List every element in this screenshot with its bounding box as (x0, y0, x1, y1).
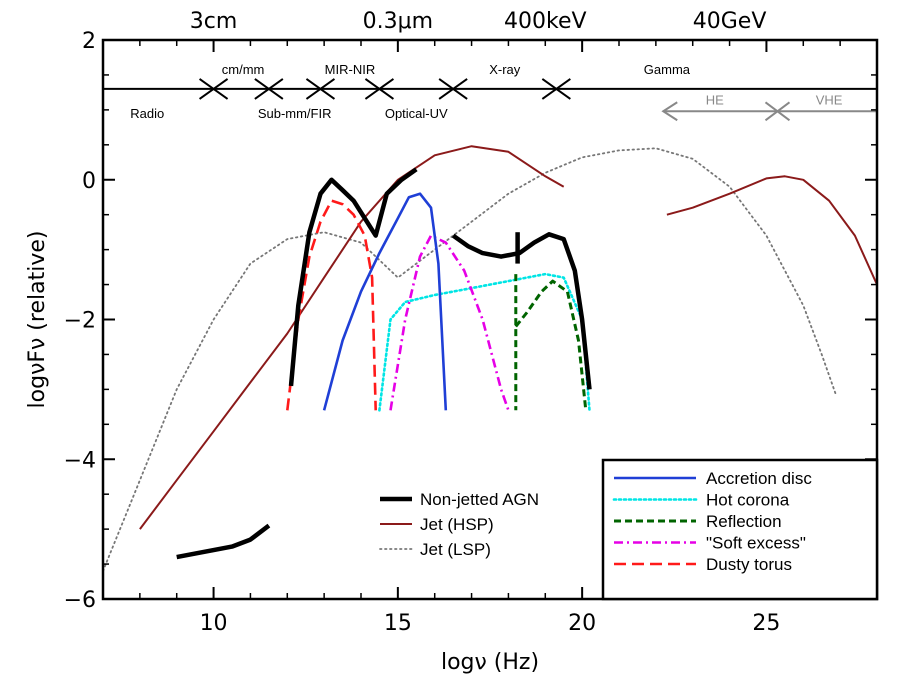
y-tick-label: −6 (64, 588, 96, 613)
gamma-sub-label-he: HE (706, 92, 724, 107)
y-tick-label: 2 (82, 29, 96, 54)
band-label-sub-mm-fir: Sub-mm/FIR (258, 106, 332, 121)
band-separator-mark (198, 78, 229, 100)
series-line-non-jetted-agn-2 (451, 232, 592, 390)
series-line-jet-hsp-0 (139, 145, 565, 530)
top-tick-label: 400keV (504, 9, 587, 34)
series-line-accretion-disc-0 (322, 192, 448, 411)
band-label-cm-mm: cm/mm (222, 62, 265, 77)
band-separator-mark (364, 78, 395, 100)
y-tick-label: −4 (64, 448, 96, 473)
top-tick-label: 0.3μm (363, 9, 433, 34)
band-label-optical-uv: Optical-UV (385, 106, 448, 121)
band-label-radio: Radio (130, 106, 164, 121)
band-separator-mark (305, 78, 336, 100)
x-tick-label: 15 (384, 611, 412, 636)
y-tick-label: 0 (82, 169, 96, 194)
band-labels: Radio cm/mm Sub-mm/FIR MIR-NIR Optical-UV X-r… (103, 62, 877, 122)
gamma-sub-arrowhead (661, 101, 678, 122)
series-line-non-jetted-agn-1 (288, 167, 418, 387)
series-lines (102, 145, 878, 572)
legend-label-hot-corona: Hot corona (706, 491, 790, 510)
axis-titles: logν (Hz) logνFν (relative) (25, 231, 539, 675)
legends: Non-jetted AGN Jet (HSP) Jet (LSP) Accretio… (379, 458, 879, 601)
series-line-reflection-1 (514, 279, 588, 411)
series-line-dusty-torus-0 (286, 199, 377, 411)
band-separator-mark (438, 78, 468, 100)
y-axis-title: logνFν (relative) (25, 231, 50, 409)
x-tick-label: 20 (568, 611, 596, 636)
x-axis-title: logν (Hz) (441, 650, 539, 675)
series-line-soft-excess-0 (389, 234, 510, 411)
top-tick-label: 40GeV (693, 9, 767, 34)
y-tick-label: −2 (64, 309, 96, 334)
series-line-non-jetted-agn-0 (176, 523, 271, 560)
legend-label-accretion-disc: Accretion disc (706, 469, 812, 488)
x-tick-label: 10 (200, 611, 228, 636)
top-tick-label: 3cm (190, 9, 238, 34)
band-separator-mark (541, 78, 571, 100)
legend-label-dusty-torus: Dusty torus (706, 555, 792, 574)
legend-box-right (601, 458, 879, 601)
top-axis: 3cm 0.3μm 400keV 40GeV (190, 9, 767, 34)
band-label-gamma: Gamma (644, 62, 691, 77)
series-line-hot-corona-0 (378, 272, 591, 412)
legend-label-non-jetted-agn: Non-jetted AGN (420, 490, 539, 509)
legend-label-jet-lsp: Jet (LSP) (420, 540, 491, 559)
x-tick-label: 25 (752, 611, 780, 636)
legend-label-jet-hsp: Jet (HSP) (420, 515, 494, 534)
gamma-sub-label-vhe: VHE (816, 92, 843, 107)
band-separator-mark (254, 78, 284, 100)
band-label-x-ray: X-ray (489, 62, 521, 77)
band-label-mir-nir: MIR-NIR (325, 62, 376, 77)
series-line-jet-hsp-1 (666, 175, 878, 286)
legend-label-reflection: Reflection (706, 512, 782, 531)
gamma-sub-divider-mark (764, 101, 791, 122)
legend-label-soft-excess: "Soft excess" (706, 534, 806, 553)
